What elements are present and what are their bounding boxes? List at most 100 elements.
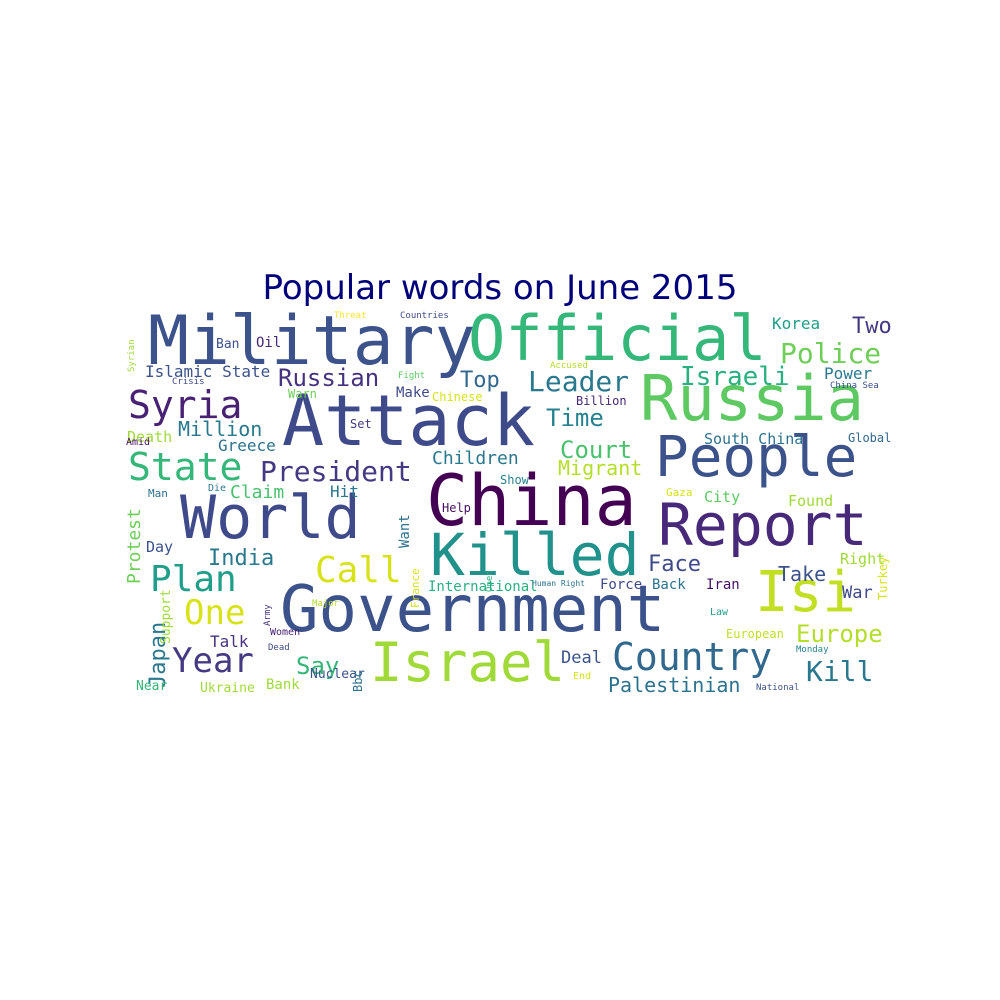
cloud-word: Billion [576,394,627,408]
cloud-word: Plan [150,559,237,600]
cloud-word: Fight [398,371,426,381]
cloud-word: Turkey [876,556,890,600]
cloud-word: Law [710,607,729,618]
cloud-word: France [409,568,422,608]
cloud-word: State [128,445,243,489]
cloud-word: Gaza [666,486,693,499]
cloud-word: Year [172,641,254,681]
cloud-word: Migrant [558,456,643,480]
cloud-word: Attack [282,380,535,462]
cloud-word: One [184,593,246,633]
cloud-word: Protest [124,508,145,584]
cloud-word: Million [178,417,263,441]
cloud-word: Top [460,368,500,393]
cloud-word: End [573,671,592,682]
cloud-word: Crisis [172,377,205,387]
cloud-word: Iran [706,577,740,593]
cloud-word: Russia [640,362,864,435]
cloud-word: Army [263,604,273,626]
cloud-word: Help [442,501,471,515]
cloud-word: Face [648,552,701,577]
cloud-word: Oil [256,335,282,351]
cloud-word: Support [159,589,174,644]
cloud-word: Nuclear [310,667,365,682]
cloud-word: Man [148,487,168,500]
cloud-word: Death [127,428,173,446]
cloud-word: India [208,546,275,571]
cloud-word: Israel [370,631,566,694]
cloud-word: Accused [550,361,588,371]
cloud-word: President [260,455,412,488]
cloud-word: Time [546,404,604,432]
cloud-word: China Sea [830,381,879,391]
cloud-word: Military [148,308,476,381]
cloud-word: Back [652,577,686,593]
cloud-word: Women [270,627,301,638]
cloud-word: Report [658,491,868,559]
cloud-word: Court [560,436,633,464]
cloud-word: International [428,579,538,595]
cloud-word: Call [315,550,402,591]
cloud-word: Set [350,417,372,431]
cloud-word: Killed [430,521,640,589]
cloud-word: Chinese [432,390,483,404]
cloud-word: European [726,627,784,641]
cloud-word: Europe [796,620,883,648]
cloud-word: Human Right [532,579,585,588]
cloud-word: Ban [216,337,240,352]
cloud-word: Day [146,538,174,556]
cloud-word: Major [312,599,340,609]
cloud-word: Bbc [351,670,365,692]
cloud-word: Police [780,337,882,370]
cloud-word: Right [840,550,886,568]
cloud-word: South China [704,430,804,448]
cloud-word: Warn [288,387,317,401]
word-cloud: Military Official Attack Russia People C… [120,308,900,698]
cloud-word: Bank [266,677,300,693]
cloud-word: Make [396,385,430,401]
cloud-word: Countries [400,311,449,321]
cloud-word: Say [296,652,340,680]
cloud-word: War [842,583,873,603]
cloud-word: Children [432,448,519,469]
cloud-word: Open [485,570,495,592]
cloud-word: Leader [528,365,630,398]
cloud-word: Near [136,679,168,694]
cloud-word: Power [824,364,873,383]
cloud-word: Korea [772,314,821,333]
cloud-word: National [756,683,800,693]
cloud-word: Deal [561,648,602,668]
cloud-word: Two [852,314,892,339]
cloud-word: Hit [330,482,359,501]
cloud-word: Take [778,562,827,586]
cloud-word: Global [848,431,892,445]
cloud-word: Amid [126,437,151,448]
cloud-word: Country [612,635,773,679]
cloud-word: Claim [230,482,285,503]
cloud-word: Israeli [680,362,790,392]
cloud-word: Official [468,308,767,375]
cloud-word: People [655,425,858,490]
cloud-word: Syria [128,383,243,427]
cloud-word: Isi [755,560,857,625]
cloud-word: Force [600,577,643,593]
cloud-word: Talk [210,632,249,651]
cloud-word: Found [788,492,834,510]
cloud-word: Government [280,573,666,647]
cloud-word: Threat [334,311,367,321]
cloud-word: Kill [806,655,874,688]
cloud-word: Want [397,514,413,548]
cloud-word: Palestinian [608,673,741,697]
chart-title: Popular words on June 2015 [262,268,738,308]
cloud-word: Dead [268,643,290,653]
cloud-word: World [180,483,361,553]
cloud-word: Syrian [127,339,137,372]
cloud-word: Monday [796,645,829,655]
cloud-word: Russian [278,364,380,392]
cloud-word: Ukraine [200,681,255,696]
cloud-word: Greece [218,436,276,455]
cloud-word: Show [500,473,529,487]
cloud-word: Islamic State [145,362,271,381]
cloud-word: City [704,488,741,506]
cloud-word: China [426,460,637,542]
